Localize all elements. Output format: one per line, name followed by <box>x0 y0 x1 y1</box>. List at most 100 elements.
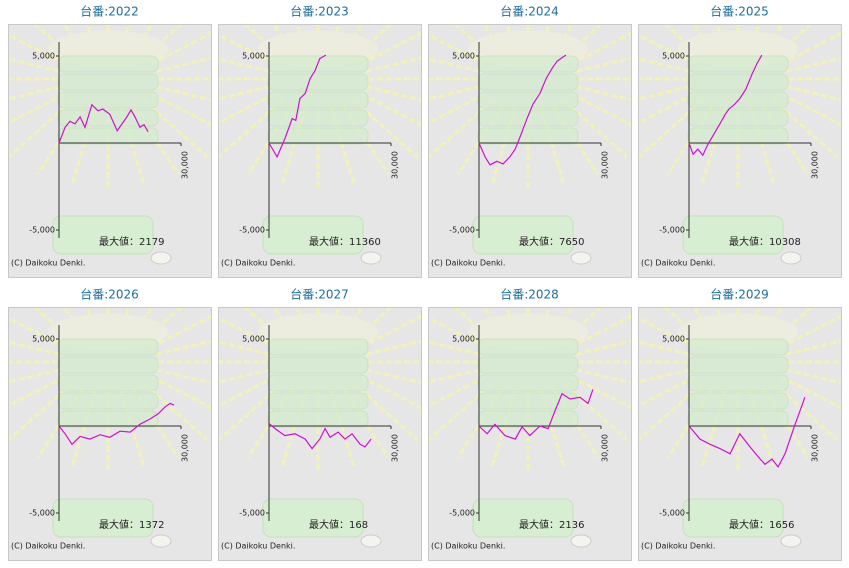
tray <box>687 55 789 73</box>
ray <box>9 340 61 356</box>
tray <box>57 91 159 109</box>
y-tick-label: -5,000 <box>659 226 685 235</box>
tray <box>57 356 159 374</box>
ray <box>570 314 631 349</box>
chart-panel: 台番:2028 5,000 -5,000 30,000 最大値：2136 (C) Daik… <box>428 287 632 561</box>
background-art <box>639 308 841 548</box>
ray <box>429 33 486 66</box>
tray <box>477 109 579 127</box>
ray <box>142 382 208 441</box>
background-art <box>9 25 211 265</box>
ray <box>429 340 481 356</box>
tray <box>687 338 789 356</box>
x-tick-label: 30,000 <box>601 151 610 179</box>
tray <box>477 91 579 109</box>
chart-title: 台番:2024 <box>500 4 559 19</box>
background-art <box>219 25 421 265</box>
tray <box>267 410 369 428</box>
background-art <box>9 308 211 548</box>
ray <box>219 85 271 101</box>
ray <box>360 92 421 127</box>
ray <box>219 382 284 441</box>
y-tick-label: -5,000 <box>29 509 55 518</box>
ray <box>219 340 271 356</box>
max-value: 最大値：2136 <box>519 518 584 531</box>
tray-bottom <box>682 498 784 538</box>
ray <box>639 368 691 384</box>
data-line <box>268 422 372 450</box>
chart-title: 台番:2023 <box>290 4 349 19</box>
chart-panel: 台番:2022 5,000 -5,000 30,000 最大値：2179 (C) Daik… <box>8 4 212 278</box>
ray <box>639 85 691 101</box>
tray-bottom <box>262 215 364 255</box>
ray <box>785 339 841 356</box>
tray <box>267 73 369 91</box>
ray <box>639 57 691 73</box>
tray <box>57 338 159 356</box>
max-value: 最大値：7650 <box>519 235 584 248</box>
tray <box>57 392 159 410</box>
y-tick-label: 5,000 <box>242 335 265 344</box>
ray <box>365 368 421 385</box>
chart-panel: 台番:2026 5,000 -5,000 30,000 最大値：1372 (C) Daik… <box>8 287 212 561</box>
ray <box>150 375 211 410</box>
ray <box>429 57 481 73</box>
tray <box>687 374 789 392</box>
ray <box>155 339 211 356</box>
chart-panel: 台番:2027 5,000 -5,000 30,000 最大値：168 (C) Daiko… <box>218 287 422 561</box>
ray <box>639 340 691 356</box>
ray <box>9 33 66 66</box>
tray <box>687 109 789 127</box>
max-value: 最大値：11360 <box>309 235 381 248</box>
ray <box>9 85 61 101</box>
ray <box>360 31 421 66</box>
cup <box>780 534 802 548</box>
background-art <box>429 308 631 548</box>
y-tick-label: 5,000 <box>452 335 475 344</box>
max-value: 最大値：1656 <box>729 518 794 531</box>
ray <box>772 99 838 158</box>
cup <box>780 251 802 265</box>
ray <box>155 368 211 385</box>
x-tick-label: 30,000 <box>811 151 820 179</box>
ray <box>429 92 486 125</box>
ray <box>9 99 74 158</box>
y-tick-label: -5,000 <box>449 509 475 518</box>
ray <box>429 316 486 349</box>
cup <box>570 251 592 265</box>
cup <box>150 534 172 548</box>
ray <box>219 368 271 384</box>
copyright: (C) Daikoku Denki. <box>431 259 505 268</box>
copyright: (C) Daikoku Denki. <box>11 259 85 268</box>
chart-title: 台番:2027 <box>290 287 349 302</box>
ray <box>780 375 841 410</box>
ray <box>9 316 66 349</box>
ray <box>9 92 66 125</box>
tray <box>477 374 579 392</box>
ray <box>219 375 276 408</box>
y-tick-label: 5,000 <box>452 52 475 61</box>
copyright: (C) Daikoku Denki. <box>221 542 295 551</box>
y-tick-label: 5,000 <box>32 335 55 344</box>
data-line <box>688 54 763 157</box>
ray <box>639 316 696 349</box>
ray <box>639 92 696 125</box>
ray <box>9 57 61 73</box>
max-value: 最大値：168 <box>309 518 368 531</box>
ray <box>780 314 841 349</box>
background-art <box>639 25 841 265</box>
ray <box>219 316 276 349</box>
x-tick-label: 30,000 <box>391 434 400 462</box>
ray <box>639 375 696 408</box>
ray <box>150 314 211 349</box>
ray <box>150 92 211 127</box>
chart-panel: 台番:2025 5,000 -5,000 30,000 最大値：10308 (C) Dai… <box>638 4 842 278</box>
ray <box>780 92 841 127</box>
chart-panel: 台番:2023 5,000 -5,000 30,000 最大値：11360 (C) Dai… <box>218 4 422 278</box>
ray <box>9 382 74 441</box>
x-tick-label: 30,000 <box>391 151 400 179</box>
tray <box>687 410 789 428</box>
max-value: 最大値：2179 <box>99 235 164 248</box>
ray <box>639 33 696 66</box>
data-line <box>268 54 327 159</box>
